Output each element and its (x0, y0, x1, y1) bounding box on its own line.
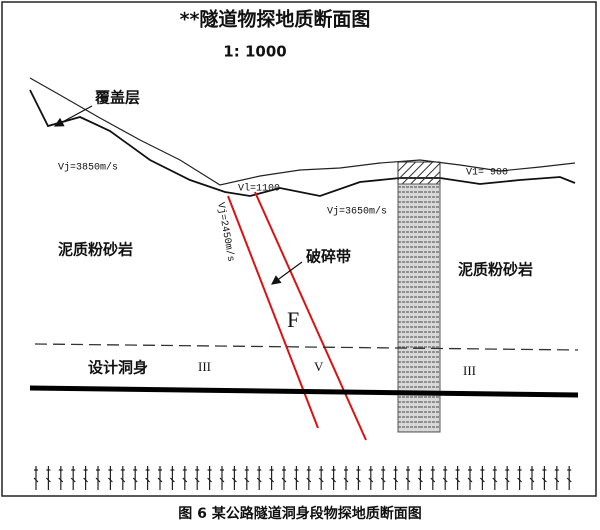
label: 覆盖层 (95, 89, 140, 107)
station-tick (244, 466, 250, 490)
dashed-line (34, 343, 579, 351)
grade-label: III (463, 363, 476, 378)
velocity-label: V1= 900 (466, 168, 508, 179)
velocity-label: Vj=3650m/s (327, 206, 387, 218)
rock-label: 泥质粉砂岩 (58, 241, 133, 259)
station-tick (306, 466, 312, 490)
station-tick (517, 466, 523, 490)
station-tick (207, 466, 213, 490)
borehole-top (397, 161, 441, 185)
station-tick (194, 466, 200, 490)
station-tick (132, 466, 138, 490)
station-tick (380, 466, 386, 490)
station-tick (417, 466, 423, 490)
rock-label: 泥质粉砂岩 (458, 261, 533, 279)
station-tick (45, 466, 51, 490)
fault-label: F (287, 307, 299, 332)
label: 设计洞身 (88, 359, 148, 377)
station-tick (343, 466, 349, 490)
scale: 1: 1000 (223, 43, 286, 61)
velocity-label: Vj=3850m/s (58, 162, 118, 174)
station-tick (455, 466, 461, 490)
station-tick (541, 466, 547, 490)
station-tick (157, 466, 163, 490)
fault-line (254, 191, 367, 441)
station-tick (504, 466, 510, 490)
label: 破碎带 (306, 248, 351, 266)
ground-surface (29, 77, 576, 186)
station-tick (219, 466, 225, 490)
station-tick (529, 466, 535, 490)
station-tick (58, 466, 64, 490)
station-tick (33, 466, 39, 490)
station-tick (355, 466, 361, 490)
station-tick (107, 466, 113, 490)
station-tick (479, 466, 485, 490)
bedrock-line (29, 89, 576, 197)
station-tick (120, 466, 126, 490)
station-tick (169, 466, 175, 490)
station-tick (566, 466, 572, 490)
station-tick (281, 466, 287, 490)
station-tick (145, 466, 151, 490)
station-tick (256, 466, 262, 490)
caption: 图 6 某公路隧道洞身段物探地质断面图 (178, 505, 422, 522)
station-tick (231, 466, 237, 490)
station-tick (430, 466, 436, 490)
station-tick (554, 466, 560, 490)
title: **隧道物探地质断面图 (180, 8, 371, 31)
station-tick (83, 466, 89, 490)
station-tick (70, 466, 76, 490)
station-tick (467, 466, 473, 490)
station-tick (405, 466, 411, 490)
arrow (53, 105, 93, 127)
frame (1, 1, 597, 497)
station-tick (318, 466, 324, 490)
station-tick (182, 466, 188, 490)
station-tick (95, 466, 101, 490)
station-tick (393, 466, 399, 490)
velocity-label: Vl=1100 (238, 183, 280, 195)
station-tick (442, 466, 448, 490)
station-tick (492, 466, 498, 490)
station-tick (368, 466, 374, 490)
station-ticks (33, 466, 572, 490)
grade-label: III (198, 359, 211, 374)
arrow (271, 261, 303, 285)
station-tick (293, 466, 299, 490)
tunnel-line (29, 385, 579, 398)
grade-label: V (314, 359, 324, 374)
station-tick (269, 466, 275, 490)
station-tick (331, 466, 337, 490)
